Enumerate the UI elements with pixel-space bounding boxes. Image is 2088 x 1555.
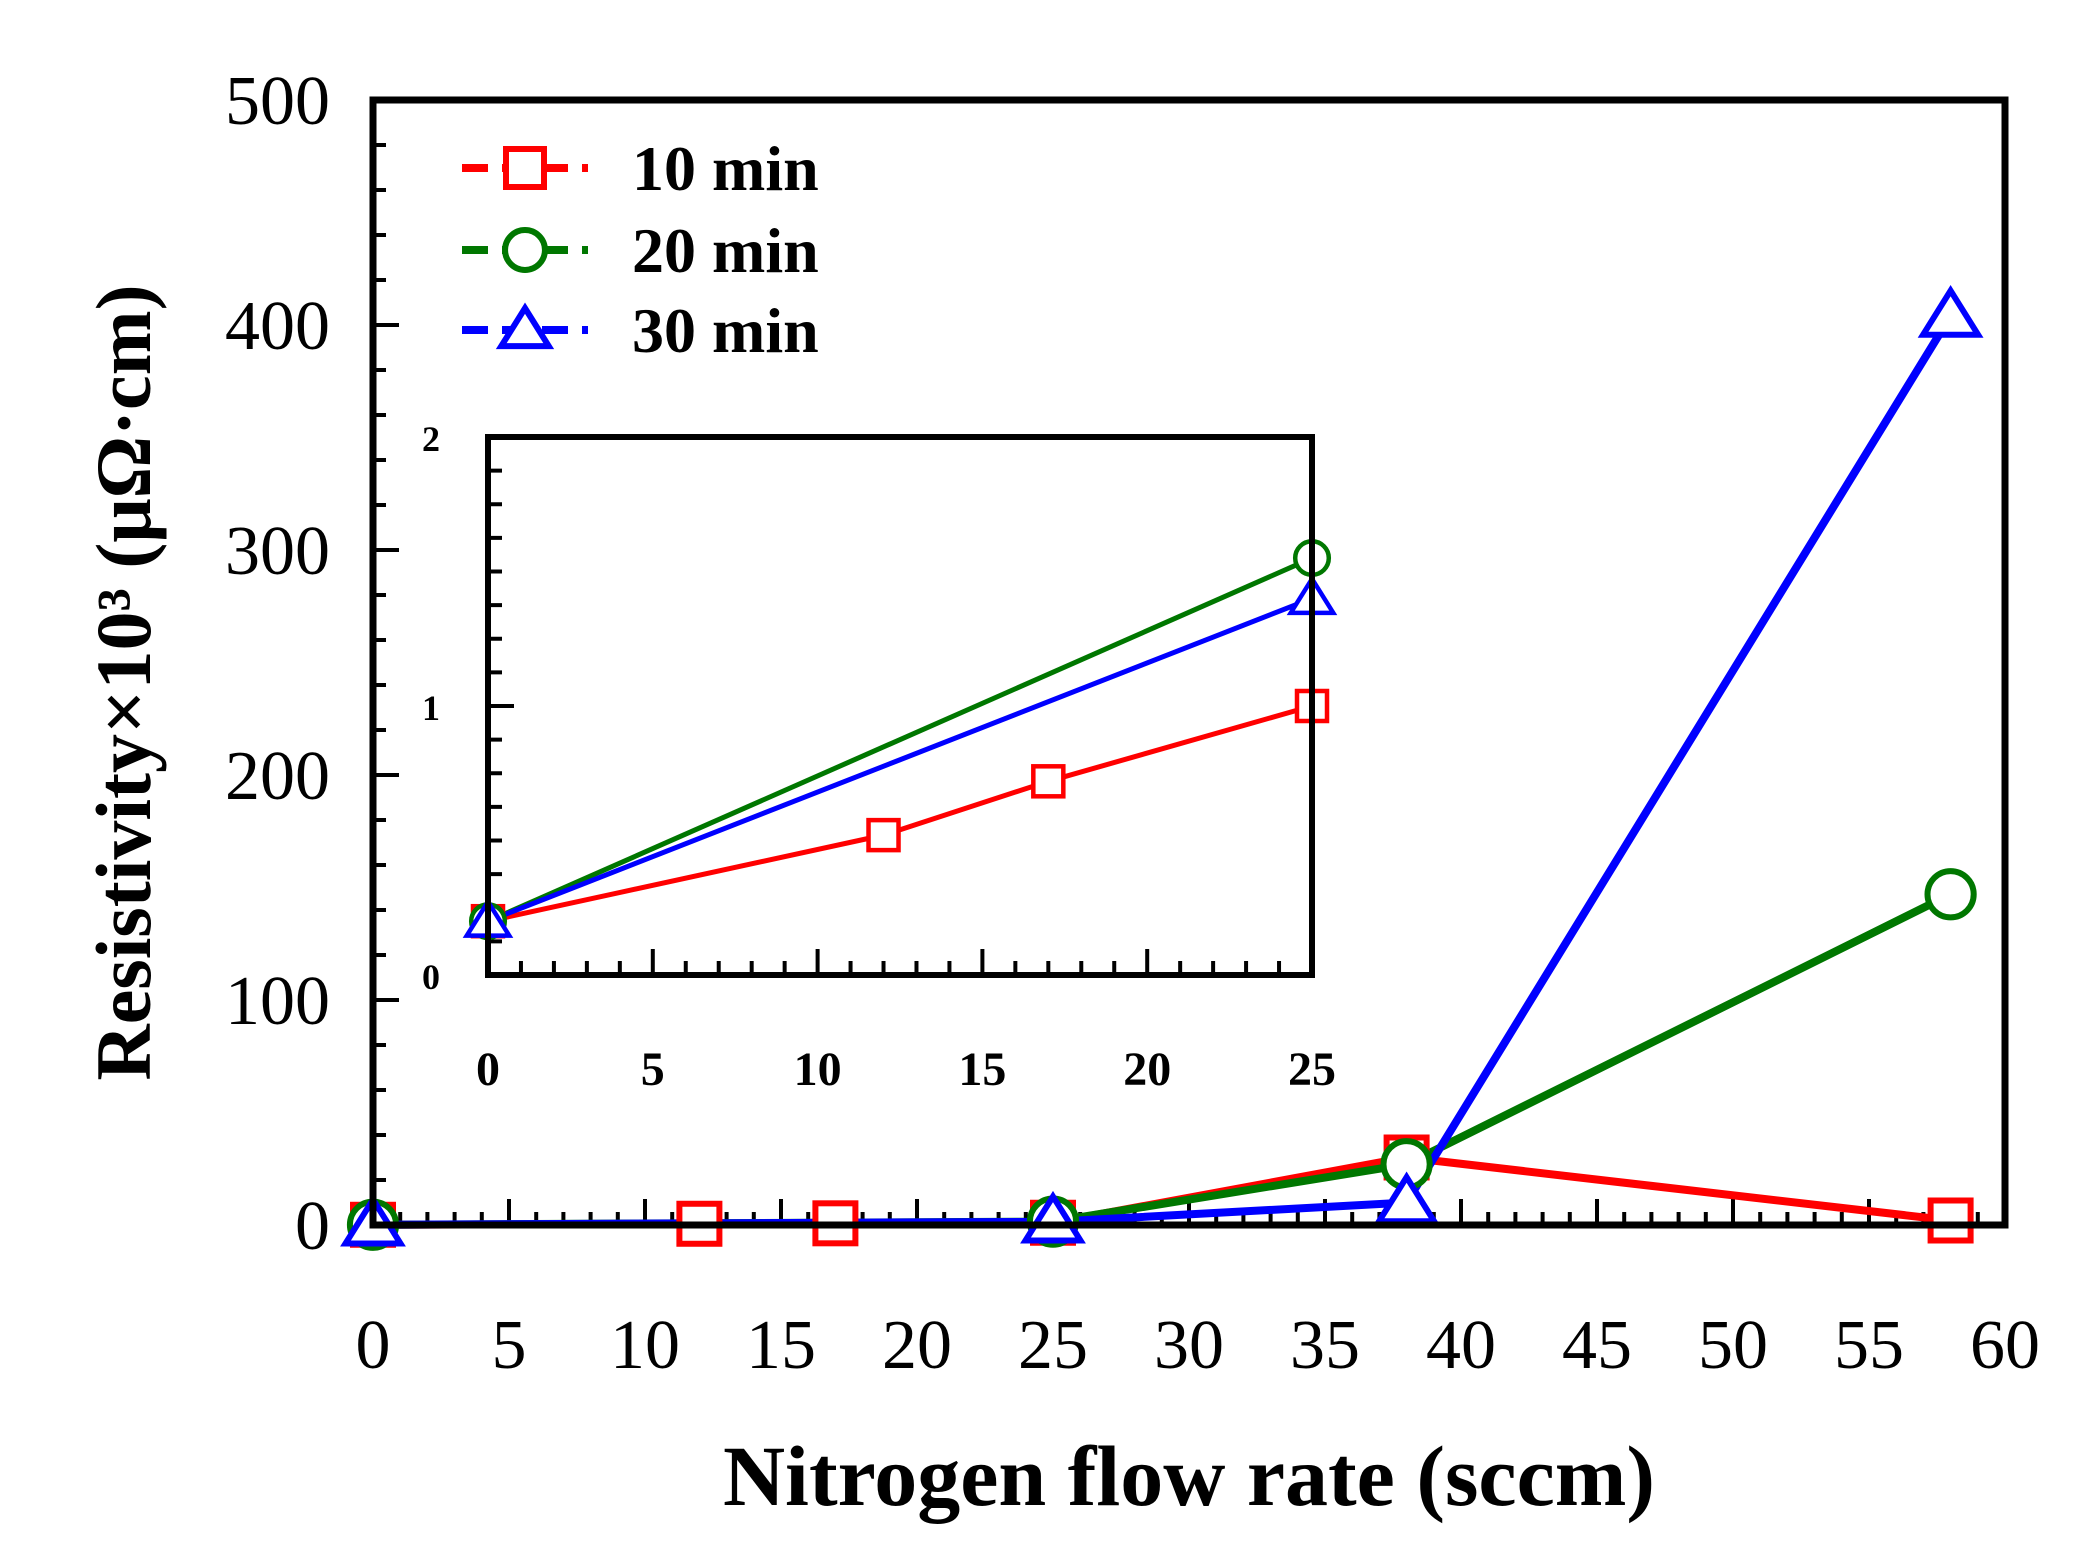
legend: 10 min 20 min 30 min — [462, 133, 819, 366]
inset-x-tick-label: 25 — [1288, 1043, 1336, 1096]
data-point-30-min — [1373, 1171, 1440, 1225]
y-tick-label: 100 — [225, 963, 330, 1040]
inset-series-line-30-min — [487, 596, 1313, 924]
inset-x-tick-label: 5 — [641, 1043, 665, 1096]
x-tick-label: 5 — [492, 1307, 527, 1384]
legend-marker-triangle — [495, 302, 555, 350]
inset-series-line-20-min — [486, 555, 1314, 924]
inset-x-tick-label: 20 — [1123, 1043, 1171, 1096]
x-tick-label: 0 — [356, 1307, 391, 1384]
x-tick-label: 15 — [746, 1307, 816, 1384]
inset-x-tick-label: 15 — [958, 1043, 1006, 1096]
x-tick-label: 40 — [1426, 1307, 1496, 1384]
x-tick-label: 25 — [1018, 1307, 1088, 1384]
x-tick-label: 10 — [610, 1307, 680, 1384]
x-tick-label: 50 — [1698, 1307, 1768, 1384]
y-tick-label: 300 — [225, 513, 330, 590]
legend-label: 20 min — [632, 215, 819, 286]
data-point-30-min — [1917, 285, 1984, 338]
inset-plot: 0 5 10 15 20 25 0 1 2 — [422, 419, 1338, 1096]
main-plot: 0 5 10 15 20 25 30 35 40 45 50 55 600100200300400500… — [80, 63, 2040, 1524]
legend-marker-square — [503, 146, 547, 190]
x-tick-label: 20 — [882, 1307, 952, 1384]
data-point-30-min — [1020, 1190, 1086, 1244]
x-tick-label: 30 — [1154, 1307, 1224, 1384]
x-tick-label: 45 — [1562, 1307, 1632, 1384]
main-plot-frame — [369, 96, 2009, 1229]
x-tick-label: 35 — [1290, 1307, 1360, 1384]
data-point-10-min — [1927, 1197, 1974, 1244]
legend-marker-circle — [502, 227, 548, 273]
x-axis-title: Nitrogen flow rate (sccm) — [723, 1428, 1655, 1524]
y-tick-label: 200 — [225, 738, 330, 815]
inset-series-line-10-min — [487, 703, 1313, 924]
legend-label: 10 min — [632, 133, 819, 204]
inset-x-tick-label: 0 — [476, 1043, 500, 1096]
inset-data-point-10-min — [1031, 764, 1066, 799]
inset-y-tick-label: 2 — [422, 419, 440, 459]
inset-x-tick-label: 10 — [794, 1043, 842, 1096]
inset-y-tick-label: 0 — [422, 957, 440, 997]
y-tick-label: 0 — [295, 1188, 330, 1265]
inset-y-tick-label: 1 — [422, 688, 440, 728]
x-tick-label: 55 — [1834, 1307, 1904, 1384]
inset-plot-frame — [485, 434, 1315, 978]
data-point-20-min — [1924, 868, 1977, 921]
inset-data-point-10-min — [866, 817, 901, 853]
y-tick-label: 500 — [225, 63, 330, 140]
x-tick-label: 60 — [1970, 1307, 2040, 1384]
y-axis-title: Resistivity×10³ (μΩ·cm) — [80, 284, 167, 1080]
inset-background — [488, 437, 1312, 975]
y-tick-label: 400 — [225, 288, 330, 365]
legend-label: 30 min — [632, 295, 819, 366]
